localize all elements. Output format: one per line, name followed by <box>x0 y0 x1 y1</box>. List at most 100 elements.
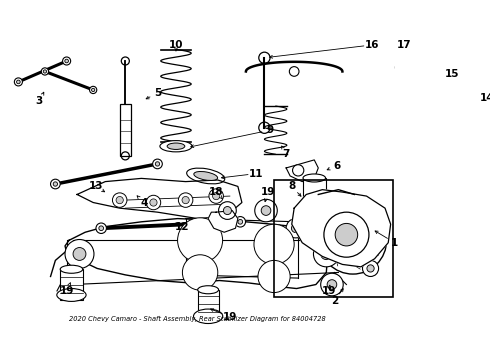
Ellipse shape <box>197 286 219 294</box>
Ellipse shape <box>187 168 225 184</box>
Circle shape <box>213 193 220 200</box>
Circle shape <box>327 280 337 289</box>
Polygon shape <box>77 179 242 219</box>
Text: 9: 9 <box>267 125 273 135</box>
Circle shape <box>65 59 69 63</box>
Text: 14: 14 <box>480 93 490 103</box>
Circle shape <box>182 197 189 204</box>
Circle shape <box>343 230 363 251</box>
Circle shape <box>238 220 243 224</box>
Text: 1: 1 <box>391 238 398 248</box>
Circle shape <box>320 273 343 296</box>
Circle shape <box>366 237 372 243</box>
Circle shape <box>43 70 47 73</box>
Circle shape <box>41 68 49 75</box>
Circle shape <box>261 206 271 215</box>
Bar <box>303 178 325 222</box>
Circle shape <box>314 241 339 267</box>
Circle shape <box>355 252 361 258</box>
Circle shape <box>99 226 103 231</box>
Circle shape <box>96 223 106 234</box>
Circle shape <box>155 162 160 166</box>
Circle shape <box>320 248 332 260</box>
Text: 4: 4 <box>140 198 147 207</box>
Circle shape <box>116 197 123 204</box>
Polygon shape <box>457 84 475 108</box>
Circle shape <box>14 78 23 86</box>
Text: 12: 12 <box>174 222 189 231</box>
Text: 15: 15 <box>445 69 460 79</box>
Text: 2: 2 <box>331 296 338 306</box>
Circle shape <box>324 212 369 257</box>
Ellipse shape <box>60 265 83 273</box>
Text: 5: 5 <box>154 88 161 98</box>
Text: 17: 17 <box>397 40 412 50</box>
Circle shape <box>153 159 162 169</box>
Polygon shape <box>208 211 238 232</box>
Circle shape <box>335 224 358 246</box>
Circle shape <box>333 220 373 261</box>
Circle shape <box>182 255 218 290</box>
Circle shape <box>92 88 95 91</box>
Circle shape <box>223 207 231 215</box>
Text: 10: 10 <box>169 40 183 50</box>
Circle shape <box>367 265 374 272</box>
Circle shape <box>177 218 222 263</box>
Ellipse shape <box>303 174 325 182</box>
Bar <box>120 104 131 156</box>
Circle shape <box>292 224 300 233</box>
Text: 7: 7 <box>282 149 290 159</box>
Text: 8: 8 <box>288 181 295 192</box>
Bar <box>60 269 83 300</box>
Circle shape <box>462 87 472 96</box>
Ellipse shape <box>194 309 223 324</box>
Circle shape <box>146 195 161 210</box>
Circle shape <box>337 246 343 253</box>
Circle shape <box>254 224 294 265</box>
Circle shape <box>53 182 57 186</box>
Circle shape <box>319 207 387 274</box>
Ellipse shape <box>160 141 192 152</box>
Circle shape <box>293 165 304 176</box>
Circle shape <box>112 193 127 207</box>
Circle shape <box>209 189 223 203</box>
Circle shape <box>90 86 97 94</box>
Circle shape <box>63 57 71 65</box>
Text: 3: 3 <box>36 96 43 106</box>
Bar <box>197 290 219 318</box>
Circle shape <box>235 217 245 227</box>
Text: 19: 19 <box>261 187 275 197</box>
Circle shape <box>438 78 445 86</box>
Circle shape <box>50 179 60 189</box>
Ellipse shape <box>194 171 218 180</box>
Circle shape <box>363 260 379 276</box>
Circle shape <box>178 193 193 207</box>
Text: 19: 19 <box>222 312 237 322</box>
Circle shape <box>255 199 277 222</box>
Circle shape <box>258 260 290 293</box>
Circle shape <box>355 222 361 229</box>
Circle shape <box>219 202 236 219</box>
Circle shape <box>65 239 94 269</box>
Text: 19: 19 <box>59 286 74 296</box>
Text: 18: 18 <box>209 187 223 197</box>
Bar <box>274 180 393 297</box>
Circle shape <box>73 248 86 260</box>
Circle shape <box>150 199 157 206</box>
Text: 6: 6 <box>333 161 341 171</box>
Circle shape <box>17 80 20 84</box>
Circle shape <box>337 228 343 234</box>
Polygon shape <box>292 190 391 267</box>
Text: 13: 13 <box>88 181 103 192</box>
Text: 11: 11 <box>249 168 264 179</box>
Polygon shape <box>65 196 339 289</box>
Text: 19: 19 <box>321 286 336 296</box>
Circle shape <box>433 74 449 90</box>
Ellipse shape <box>303 218 325 226</box>
Ellipse shape <box>167 143 185 149</box>
Circle shape <box>286 219 305 238</box>
Ellipse shape <box>57 289 86 301</box>
Polygon shape <box>286 160 318 181</box>
Text: 16: 16 <box>365 40 379 50</box>
Text: 2020 Chevy Camaro - Shaft Assembly, Rear Stabilizer Diagram for 84004728: 2020 Chevy Camaro - Shaft Assembly, Rear… <box>69 315 326 321</box>
